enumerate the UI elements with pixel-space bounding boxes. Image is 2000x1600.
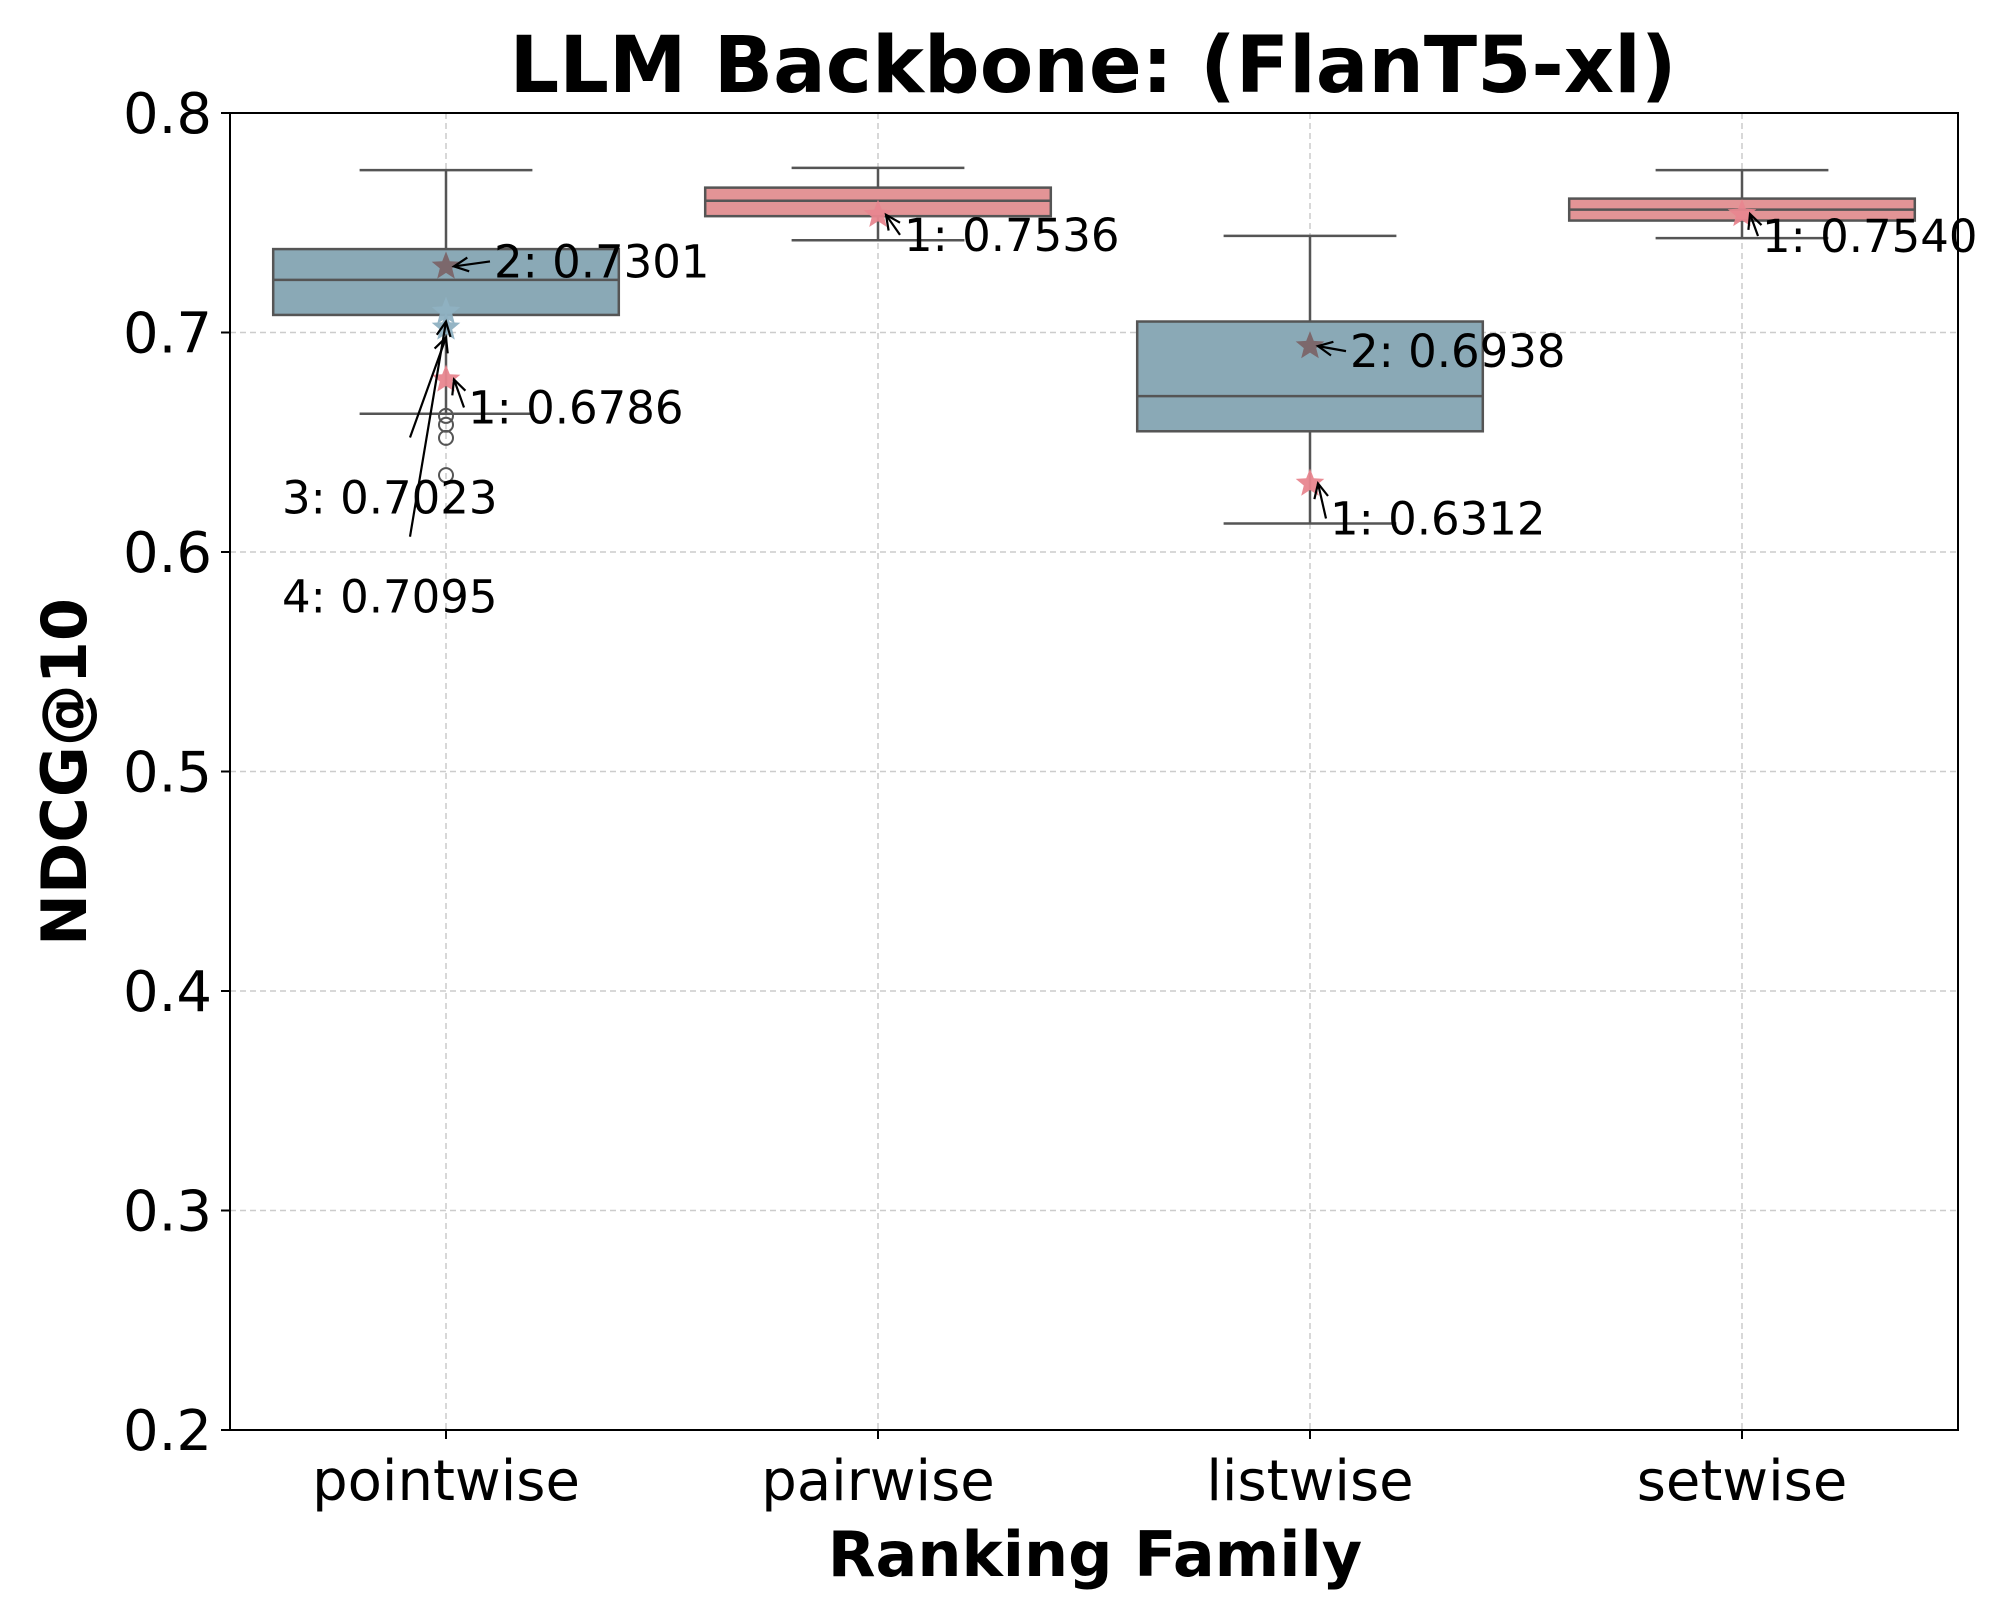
y-tick-label: 0.8 [123, 82, 212, 147]
annotation-label: 1: 0.7540 [1762, 210, 1978, 263]
y-axis-ticks: 0.2 0.3 0.4 0.5 0.6 0.7 0.8 [123, 82, 230, 1464]
annotation-label: 3: 0.7023 [282, 471, 498, 524]
star-marker [863, 199, 893, 227]
star-marker [431, 296, 461, 324]
outlier-point [438, 467, 454, 484]
y-tick-label: 0.5 [123, 741, 212, 806]
x-tick-label: setwise [1637, 1449, 1848, 1514]
outlier-point [438, 407, 454, 424]
chart-title: LLM Backbone: (FlanT5-xl) [510, 21, 1677, 111]
star-marker [431, 251, 461, 279]
annotation-arrowhead [451, 256, 470, 273]
x-axis-label: Ranking Family [828, 1518, 1362, 1591]
annotation-label: 1: 0.7536 [904, 209, 1120, 262]
annotation-arrow [452, 379, 466, 408]
x-tick-label: pointwise [312, 1449, 580, 1514]
y-axis-label: NDCG@10 [28, 598, 101, 946]
star-marker [431, 364, 461, 392]
x-tick-label: listwise [1206, 1449, 1413, 1514]
annotation-label: 2: 0.7301 [494, 235, 710, 288]
annotation-pointwise: 1: 0.6786 [431, 364, 684, 434]
plot-area-frame [229, 112, 1959, 1431]
y-tick-label: 0.7 [123, 302, 212, 367]
annotation-arrow [1748, 213, 1760, 237]
annotation-label: 1: 0.6786 [468, 381, 684, 434]
star-marker [1295, 468, 1325, 496]
annotation-layer: 2: 0.7301 1: 0.6786 3: 0.7023 4: 0.7095 1: 0… [282, 199, 1978, 624]
annotation-label: 1: 0.6312 [1330, 493, 1546, 546]
annotation-listwise: 2: 0.6938 [1295, 325, 1566, 378]
annotation-pointwise: 3: 0.7023 [282, 312, 498, 524]
y-tick-label: 0.6 [123, 521, 212, 586]
annotation-listwise: 1: 0.6312 [1295, 468, 1546, 546]
annotation-arrow [885, 214, 901, 236]
annotation-arrow [1316, 483, 1328, 519]
annotation-label: 4: 0.7095 [282, 571, 498, 624]
y-tick-label: 0.2 [123, 1399, 212, 1464]
annotation-pairwise: 1: 0.7536 [863, 199, 1120, 262]
annotation-arrowhead [1313, 481, 1329, 500]
annotation-arrowhead [451, 377, 467, 396]
annotation-arrowhead [884, 212, 901, 231]
annotation-pointwise: 4: 0.7095 [282, 296, 498, 624]
annotation-pointwise: 2: 0.7301 [431, 235, 710, 288]
y-tick-label: 0.3 [123, 1180, 212, 1245]
x-axis-ticks: pointwise pairwise listwise setwise [312, 1430, 1847, 1514]
annotation-arrowhead [1315, 340, 1334, 357]
annotation-label: 2: 0.6938 [1350, 325, 1566, 378]
y-tick-label: 0.4 [123, 960, 212, 1025]
x-tick-label: pairwise [761, 1449, 994, 1514]
star-marker [1727, 199, 1757, 227]
annotation-arrowhead [433, 335, 449, 354]
annotation-arrow [1317, 345, 1347, 353]
annotation-arrowhead [1747, 211, 1763, 231]
outlier-point [438, 429, 454, 446]
annotation-arrow [453, 260, 491, 268]
annotation-setwise: 1: 0.7540 [1727, 199, 1978, 263]
star-marker [1295, 331, 1325, 359]
annotation-arrow [408, 321, 448, 537]
annotation-arrowhead [435, 319, 452, 338]
